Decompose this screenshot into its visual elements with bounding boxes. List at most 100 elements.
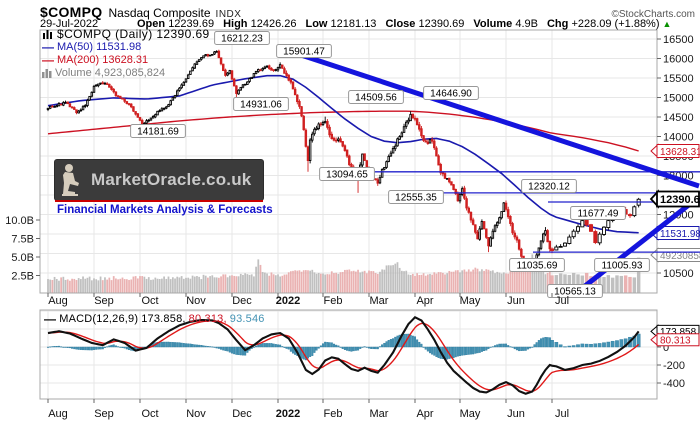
svg-text:Oct: Oct [141, 408, 158, 420]
month-labels-layer: Aug Sep Oct Nov Dec 2022 Feb Mar Apr May Jun Jul Aug… [47, 293, 569, 420]
quote-open: Open 12239.69 [137, 18, 215, 30]
svg-text:Mar: Mar [370, 295, 389, 307]
svg-text:14931.06: 14931.06 [240, 100, 282, 111]
quote-volume: Volume 4.9B [473, 18, 538, 30]
svg-text:7.5B: 7.5B [11, 234, 34, 246]
candlestick-chart-icon [43, 29, 52, 39]
symbol-ticker: $COMPQ [40, 4, 103, 20]
price-annotation: 11035.69 [509, 258, 565, 272]
price-annotation: 14509.56 [348, 90, 404, 104]
legend-series-row: $COMPQ (Daily) 12390.69 [42, 28, 210, 40]
legend-ma50-label: MA(50) 11531.98 [57, 41, 142, 53]
price-annotations-layer: 16212.23 15901.47 14931.06 14181.69 14509.56… [130, 31, 650, 298]
svg-text:13628.31: 13628.31 [660, 147, 700, 158]
quote-close: Close 12390.69 [385, 18, 465, 30]
svg-text:Apr: Apr [416, 295, 433, 307]
legend-series-label: $COMPQ (Daily) 12390.69 [57, 27, 210, 41]
chart-legend: $COMPQ (Daily) 12390.69 — MA(50) 11531.9… [42, 28, 210, 79]
svg-text:11677.49: 11677.49 [578, 209, 619, 220]
stockcharts-credit: ©StockCharts.com [611, 9, 695, 20]
svg-text:12320.12: 12320.12 [528, 182, 570, 193]
svg-text:15901.47: 15901.47 [283, 47, 325, 58]
axis-callouts-layer: 13628.31 11531.98 4923085824 [650, 143, 700, 263]
svg-text:Oct: Oct [141, 295, 158, 307]
quote-row: 29-Jul-2022 Open 12239.69 High 12426.26 … [40, 18, 695, 30]
svg-text:16212.23: 16212.23 [221, 34, 263, 45]
quote-low: Low 12181.13 [305, 18, 377, 30]
svg-text:Aug: Aug [48, 295, 68, 307]
price-annotation: 11005.93 [594, 258, 650, 272]
quote-high: High 12426.26 [223, 18, 297, 30]
change-up-arrow-icon: ▲ [662, 19, 672, 29]
svg-text:Mar: Mar [370, 408, 389, 420]
macd-swatch-icon: — [44, 312, 57, 326]
macd-value: 173.858, [141, 313, 186, 325]
svg-text:Feb: Feb [324, 295, 343, 307]
ma50-line [47, 74, 639, 234]
svg-text:80.313: 80.313 [660, 335, 691, 346]
svg-text:2.5B: 2.5B [11, 271, 34, 283]
trendlines-layer [297, 51, 700, 295]
price-annotation: 15901.47 [276, 44, 332, 58]
last-price-callout: 12390.69 [649, 189, 700, 209]
macd-legend: — MACD(12,26,9) 173.858, 80.313, 93.546 [44, 312, 265, 326]
price-annotation: 14181.69 [130, 124, 186, 138]
svg-text:15000: 15000 [663, 93, 694, 105]
legend-ma200-row: — MA(200) 13628.31 [42, 54, 210, 66]
svg-text:15500: 15500 [663, 73, 694, 85]
macd-axis-callout: 80.313 [650, 332, 700, 347]
svg-text:2022: 2022 [276, 408, 300, 420]
svg-text:2022: 2022 [276, 295, 300, 307]
exchange-label: INDX [215, 9, 242, 20]
macd-label: MACD(12,26,9) [59, 313, 139, 325]
ma200-swatch-icon: — [42, 53, 54, 67]
macd-signal-value: 80.313, [188, 313, 227, 325]
svg-text:Sep: Sep [94, 295, 114, 307]
marketoracle-watermark: MarketOracle.co.uk [55, 160, 263, 200]
svg-text:16000: 16000 [663, 54, 694, 66]
price-annotation: 10565.13 [547, 284, 603, 298]
svg-text:Dec: Dec [232, 408, 252, 420]
legend-volume-label: Volume 4,923,085,824 [55, 67, 166, 79]
legend-ma200-label: MA(200) 13628.31 [57, 54, 149, 66]
seated-figure-icon [62, 164, 79, 196]
quote-date: 29-Jul-2022 [40, 18, 99, 30]
svg-text:Dec: Dec [232, 295, 252, 307]
svg-text:4923085824: 4923085824 [660, 251, 700, 262]
axis-callout: 13628.31 [650, 143, 700, 159]
svg-text:-400: -400 [663, 378, 685, 390]
watermark-divider [55, 200, 263, 202]
svg-text:Jul: Jul [555, 295, 569, 307]
price-annotation: 13094.65 [319, 167, 375, 181]
svg-text:16500: 16500 [663, 34, 694, 46]
svg-text:Sep: Sep [94, 408, 114, 420]
svg-text:11531.98: 11531.98 [660, 229, 700, 240]
price-annotation: 12320.12 [521, 179, 577, 193]
svg-text:14000: 14000 [663, 132, 694, 144]
axis-callout: 12390.69 [649, 189, 700, 209]
svg-text:Jun: Jun [507, 295, 525, 307]
svg-text:Apr: Apr [416, 408, 433, 420]
svg-text:May: May [460, 295, 481, 307]
watermark-title: MarketOracle.co.uk [91, 170, 252, 189]
svg-text:12555.35: 12555.35 [395, 193, 437, 204]
watermark-subtitle: Financial Markets Analysis & Forecasts [57, 204, 273, 216]
price-annotation: 14646.90 [423, 86, 479, 100]
legend-ma50-row: — MA(50) 11531.98 [42, 41, 210, 53]
price-annotation: 16212.23 [214, 31, 270, 45]
axis-callout: 4923085824 [650, 247, 700, 263]
price-annotation: 11677.49 [570, 206, 626, 220]
svg-text:Jun: Jun [507, 408, 525, 420]
svg-text:14500: 14500 [663, 112, 694, 124]
svg-text:14181.69: 14181.69 [137, 127, 179, 138]
svg-text:13094.65: 13094.65 [326, 170, 368, 181]
price-annotation: 14931.06 [233, 97, 289, 111]
svg-text:14509.56: 14509.56 [355, 93, 397, 104]
candlestick-layer [46, 49, 641, 271]
svg-text:14646.90: 14646.90 [430, 89, 472, 100]
symbol-name: Nasdaq Composite [108, 6, 211, 20]
ma50-swatch-icon: — [42, 40, 54, 54]
